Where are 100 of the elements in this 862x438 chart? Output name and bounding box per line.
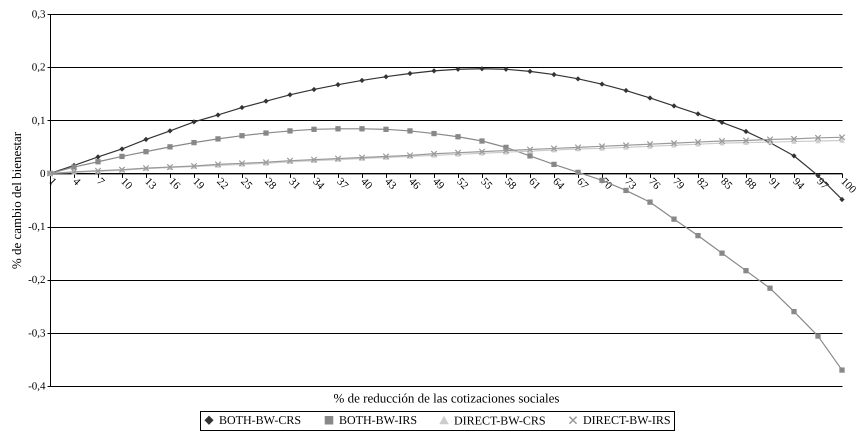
x-tick-label: 49 — [430, 176, 447, 192]
point — [478, 148, 486, 155]
x-tick-label: 43 — [382, 176, 399, 192]
point — [167, 144, 173, 150]
point — [598, 142, 606, 150]
point — [359, 126, 365, 132]
point — [359, 78, 365, 84]
point — [574, 144, 582, 151]
point — [718, 138, 726, 144]
point — [815, 138, 821, 144]
point — [551, 72, 557, 78]
point — [647, 199, 653, 205]
point — [646, 140, 654, 148]
point — [454, 149, 462, 156]
point — [719, 120, 725, 126]
x-tick-label: 55 — [478, 176, 495, 192]
point — [575, 170, 581, 176]
point — [839, 138, 845, 143]
x-tick-label: 40 — [358, 176, 375, 192]
point — [215, 136, 221, 142]
point — [839, 196, 845, 202]
x-tick-label: 16 — [166, 176, 183, 192]
x-tick-label: 28 — [262, 176, 279, 192]
x-tick-label: 76 — [646, 176, 663, 192]
point — [95, 154, 101, 160]
point — [215, 112, 221, 118]
point — [238, 160, 246, 167]
x-tick-label: 13 — [142, 176, 159, 192]
point — [767, 286, 773, 291]
point — [502, 147, 510, 154]
y-tick-label: -0,3 — [28, 327, 46, 340]
x-tick-label: 73 — [622, 176, 639, 192]
legend-label: DIRECT-BW-CRS — [454, 413, 546, 428]
point — [766, 136, 774, 143]
point — [527, 68, 533, 74]
point — [814, 134, 822, 142]
x-tick-label: 88 — [742, 176, 759, 192]
x-tick-label: 25 — [238, 176, 255, 192]
legend-label: BOTH-BW-IRS — [339, 413, 417, 428]
point — [431, 68, 437, 74]
y-tick-label: -0,4 — [28, 380, 46, 392]
point — [791, 153, 797, 159]
point — [407, 70, 413, 76]
legend-label: BOTH-BW-CRS — [219, 413, 302, 428]
point — [743, 128, 749, 134]
point — [119, 146, 125, 152]
x-tick-label: 64 — [550, 176, 567, 192]
y-tick-label: -0,1 — [28, 221, 46, 234]
y-tick-label: 0 — [40, 168, 46, 180]
point — [239, 133, 245, 138]
point — [719, 250, 725, 256]
x-tick-label: 4 — [70, 176, 83, 188]
point — [311, 126, 317, 132]
point — [95, 159, 101, 164]
y-tick-label: 0,3 — [32, 8, 46, 20]
point — [550, 145, 558, 152]
y-tick-label: -0,2 — [28, 274, 46, 286]
point — [143, 136, 149, 142]
point — [167, 128, 173, 134]
point — [623, 88, 629, 94]
x-tick-label: 31 — [286, 176, 303, 192]
point — [526, 146, 534, 153]
y-tick-label: 0,2 — [32, 62, 46, 74]
x-tick-label: 61 — [526, 176, 543, 192]
point — [263, 98, 269, 104]
point — [815, 172, 821, 178]
point — [191, 119, 197, 125]
point — [335, 126, 341, 132]
x-tick-label: 10 — [118, 176, 135, 192]
x-tick-label: 91 — [766, 176, 783, 192]
point — [743, 268, 749, 274]
x-tick-label: 19 — [190, 176, 207, 192]
y-axis-title: % de cambio del bienestar — [9, 131, 24, 270]
point — [695, 111, 701, 117]
x-tick-label: 79 — [670, 176, 687, 192]
point — [671, 103, 677, 109]
point — [671, 216, 677, 222]
point — [239, 104, 245, 110]
point — [838, 134, 846, 141]
legend-label: DIRECT-BW-IRS — [583, 413, 671, 428]
point — [670, 140, 678, 146]
point — [647, 95, 653, 101]
point — [455, 134, 461, 140]
point — [311, 86, 317, 92]
x-tick-label: 94 — [790, 176, 807, 192]
point — [383, 126, 389, 132]
point — [262, 158, 270, 166]
x-tick-label: 7 — [94, 176, 107, 188]
point — [790, 136, 798, 142]
y-tick-label: 0,1 — [32, 114, 46, 127]
point — [742, 137, 750, 144]
point — [191, 140, 197, 146]
x-tick-label: 37 — [334, 176, 351, 192]
x-tick-label: 52 — [454, 176, 471, 192]
x-tick-label: 22 — [214, 176, 231, 192]
x-tick-label: 67 — [574, 176, 591, 192]
x-tick-label: 58 — [502, 176, 519, 192]
x-axis-title: % de reducción de las cotizaciones sociales — [334, 390, 560, 406]
point — [551, 162, 557, 168]
x-tick-label: 85 — [718, 176, 735, 192]
